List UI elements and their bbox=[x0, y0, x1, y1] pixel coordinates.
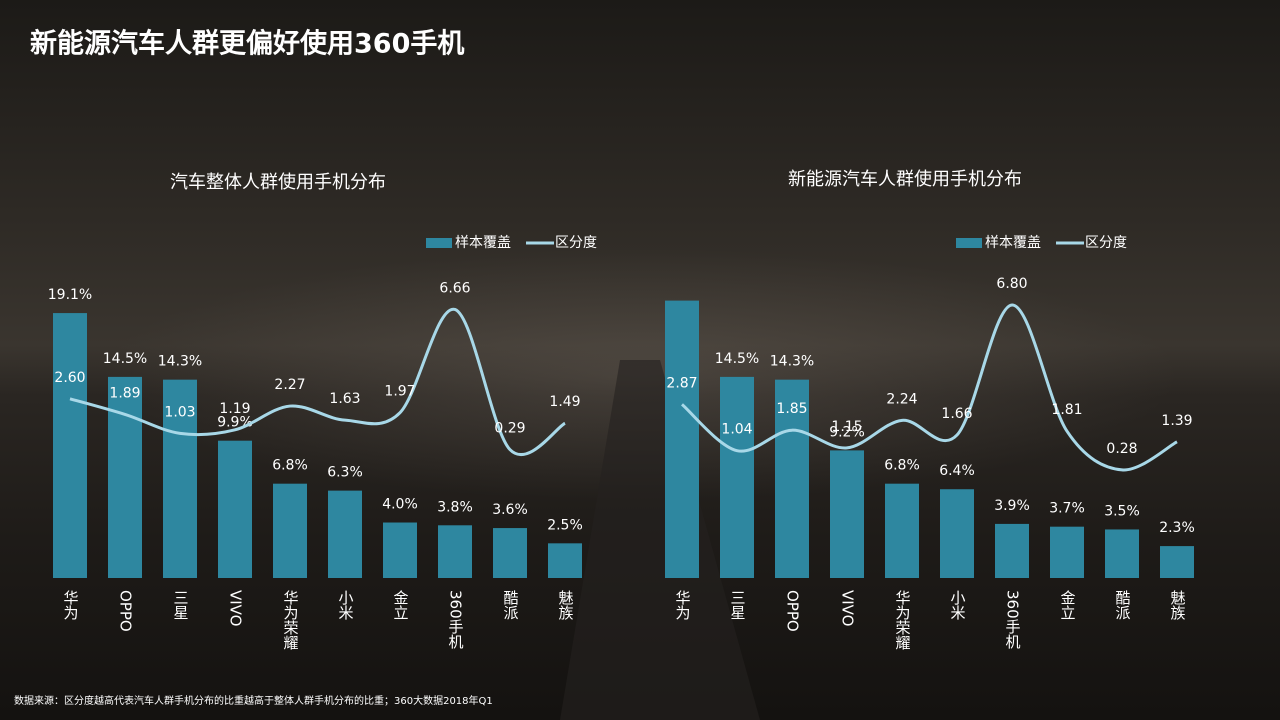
bar-label: 14.5% bbox=[715, 351, 759, 367]
bar bbox=[775, 379, 809, 578]
x-tick-label: 360手机 bbox=[1004, 590, 1022, 650]
bar bbox=[493, 528, 527, 578]
x-tick-label: 金立 bbox=[1059, 590, 1077, 620]
legend-label: 区分度 bbox=[1085, 235, 1127, 251]
line-label: 1.81 bbox=[1051, 402, 1082, 418]
legend-label: 区分度 bbox=[555, 235, 597, 251]
line-label: 1.04 bbox=[721, 422, 752, 438]
bar-label: 2.3% bbox=[1159, 520, 1195, 536]
bar-label: 4.0% bbox=[382, 497, 418, 513]
bar bbox=[830, 450, 864, 578]
bar-label: 6.8% bbox=[884, 458, 920, 474]
x-tick-label: 华为荣耀 bbox=[282, 590, 300, 650]
legend-label: 样本覆盖 bbox=[985, 235, 1041, 251]
bar-label: 6.3% bbox=[327, 465, 363, 481]
x-tick-label: 三星 bbox=[172, 590, 190, 620]
line bbox=[680, 303, 1178, 472]
legend-label: 样本覆盖 bbox=[455, 235, 511, 251]
legend-swatch bbox=[426, 238, 452, 248]
line bbox=[69, 307, 566, 457]
line-label: 2.60 bbox=[54, 370, 85, 386]
bar bbox=[940, 489, 974, 578]
bar bbox=[995, 523, 1029, 578]
bar-label: 3.8% bbox=[437, 499, 473, 515]
x-tick-label: 小米 bbox=[337, 590, 355, 620]
line-label: 0.29 bbox=[494, 421, 525, 437]
bar bbox=[885, 483, 919, 578]
x-tick-label: 魅族 bbox=[557, 590, 575, 621]
slide-title: 新能源汽车人群更偏好使用360手机 bbox=[30, 28, 464, 60]
x-tick-label: 小米 bbox=[949, 590, 967, 620]
bar-label: 9.2% bbox=[829, 424, 865, 440]
line-label: 6.80 bbox=[996, 276, 1027, 292]
x-tick-label: 魅族 bbox=[1169, 590, 1187, 621]
bar-label: 6.8% bbox=[272, 458, 308, 474]
bar-label: 6.4% bbox=[939, 463, 975, 479]
line-label: 1.49 bbox=[549, 394, 580, 410]
x-tick-label: 华为 bbox=[62, 590, 80, 621]
x-tick-label: 华为 bbox=[674, 590, 692, 621]
line-label: 2.87 bbox=[666, 375, 697, 391]
bar bbox=[328, 490, 362, 578]
bar bbox=[720, 376, 754, 578]
line-label: 1.85 bbox=[776, 401, 807, 417]
x-tick-label: OPPO bbox=[117, 590, 135, 632]
x-tick-label: OPPO bbox=[784, 590, 802, 632]
chart-title: 汽车整体人群使用手机分布 bbox=[170, 172, 386, 193]
bar bbox=[438, 525, 472, 578]
line-label: 2.24 bbox=[886, 391, 917, 407]
footnote: 数据来源：区分度越高代表汽车人群手机分布的比重越高于整体人群手机分布的比重；36… bbox=[14, 694, 493, 707]
line-label: 1.66 bbox=[941, 406, 972, 422]
line-label: 1.39 bbox=[1161, 413, 1192, 429]
bar-label: 3.5% bbox=[1104, 503, 1140, 519]
line-label: 1.63 bbox=[329, 391, 360, 407]
bar bbox=[548, 543, 582, 578]
bar-label: 19.1% bbox=[48, 287, 92, 303]
x-tick-label: 酷派 bbox=[1114, 590, 1132, 620]
bar bbox=[665, 300, 699, 578]
x-tick-label: VIVO bbox=[839, 590, 857, 627]
x-tick-label: VIVO bbox=[227, 590, 245, 627]
line-label: 1.89 bbox=[109, 385, 140, 401]
bar bbox=[1105, 529, 1139, 578]
bar bbox=[273, 483, 307, 578]
bar-label: 14.5% bbox=[103, 351, 147, 367]
legend-swatch bbox=[956, 238, 982, 248]
bar-label: 2.5% bbox=[547, 517, 583, 533]
line-label: 1.15 bbox=[831, 419, 862, 435]
line-label: 6.66 bbox=[439, 280, 470, 296]
bar bbox=[1160, 546, 1194, 578]
bar-label: 3.9% bbox=[994, 498, 1030, 514]
x-tick-label: 金立 bbox=[392, 590, 410, 620]
bar bbox=[163, 379, 197, 578]
x-tick-label: 360手机 bbox=[447, 590, 465, 650]
bar bbox=[108, 376, 142, 578]
chart-title: 新能源汽车人群使用手机分布 bbox=[788, 169, 1022, 190]
x-tick-label: 华为荣耀 bbox=[894, 590, 912, 650]
bar bbox=[218, 440, 252, 578]
line-label: 0.28 bbox=[1106, 441, 1137, 457]
line-label: 1.97 bbox=[384, 384, 415, 400]
bar-label: 3.6% bbox=[492, 502, 528, 518]
bar-label: 3.7% bbox=[1049, 501, 1085, 517]
bar bbox=[383, 522, 417, 578]
bar bbox=[53, 313, 87, 578]
road bbox=[560, 360, 760, 720]
x-tick-label: 酷派 bbox=[502, 590, 520, 620]
line-label: 1.19 bbox=[219, 401, 250, 417]
bar-label: 14.3% bbox=[770, 354, 814, 370]
x-tick-label: 三星 bbox=[729, 590, 747, 620]
line-label: 2.27 bbox=[274, 377, 305, 393]
bar bbox=[1050, 526, 1084, 578]
line-label: 1.03 bbox=[164, 404, 195, 420]
bar-label: 14.3% bbox=[158, 354, 202, 370]
